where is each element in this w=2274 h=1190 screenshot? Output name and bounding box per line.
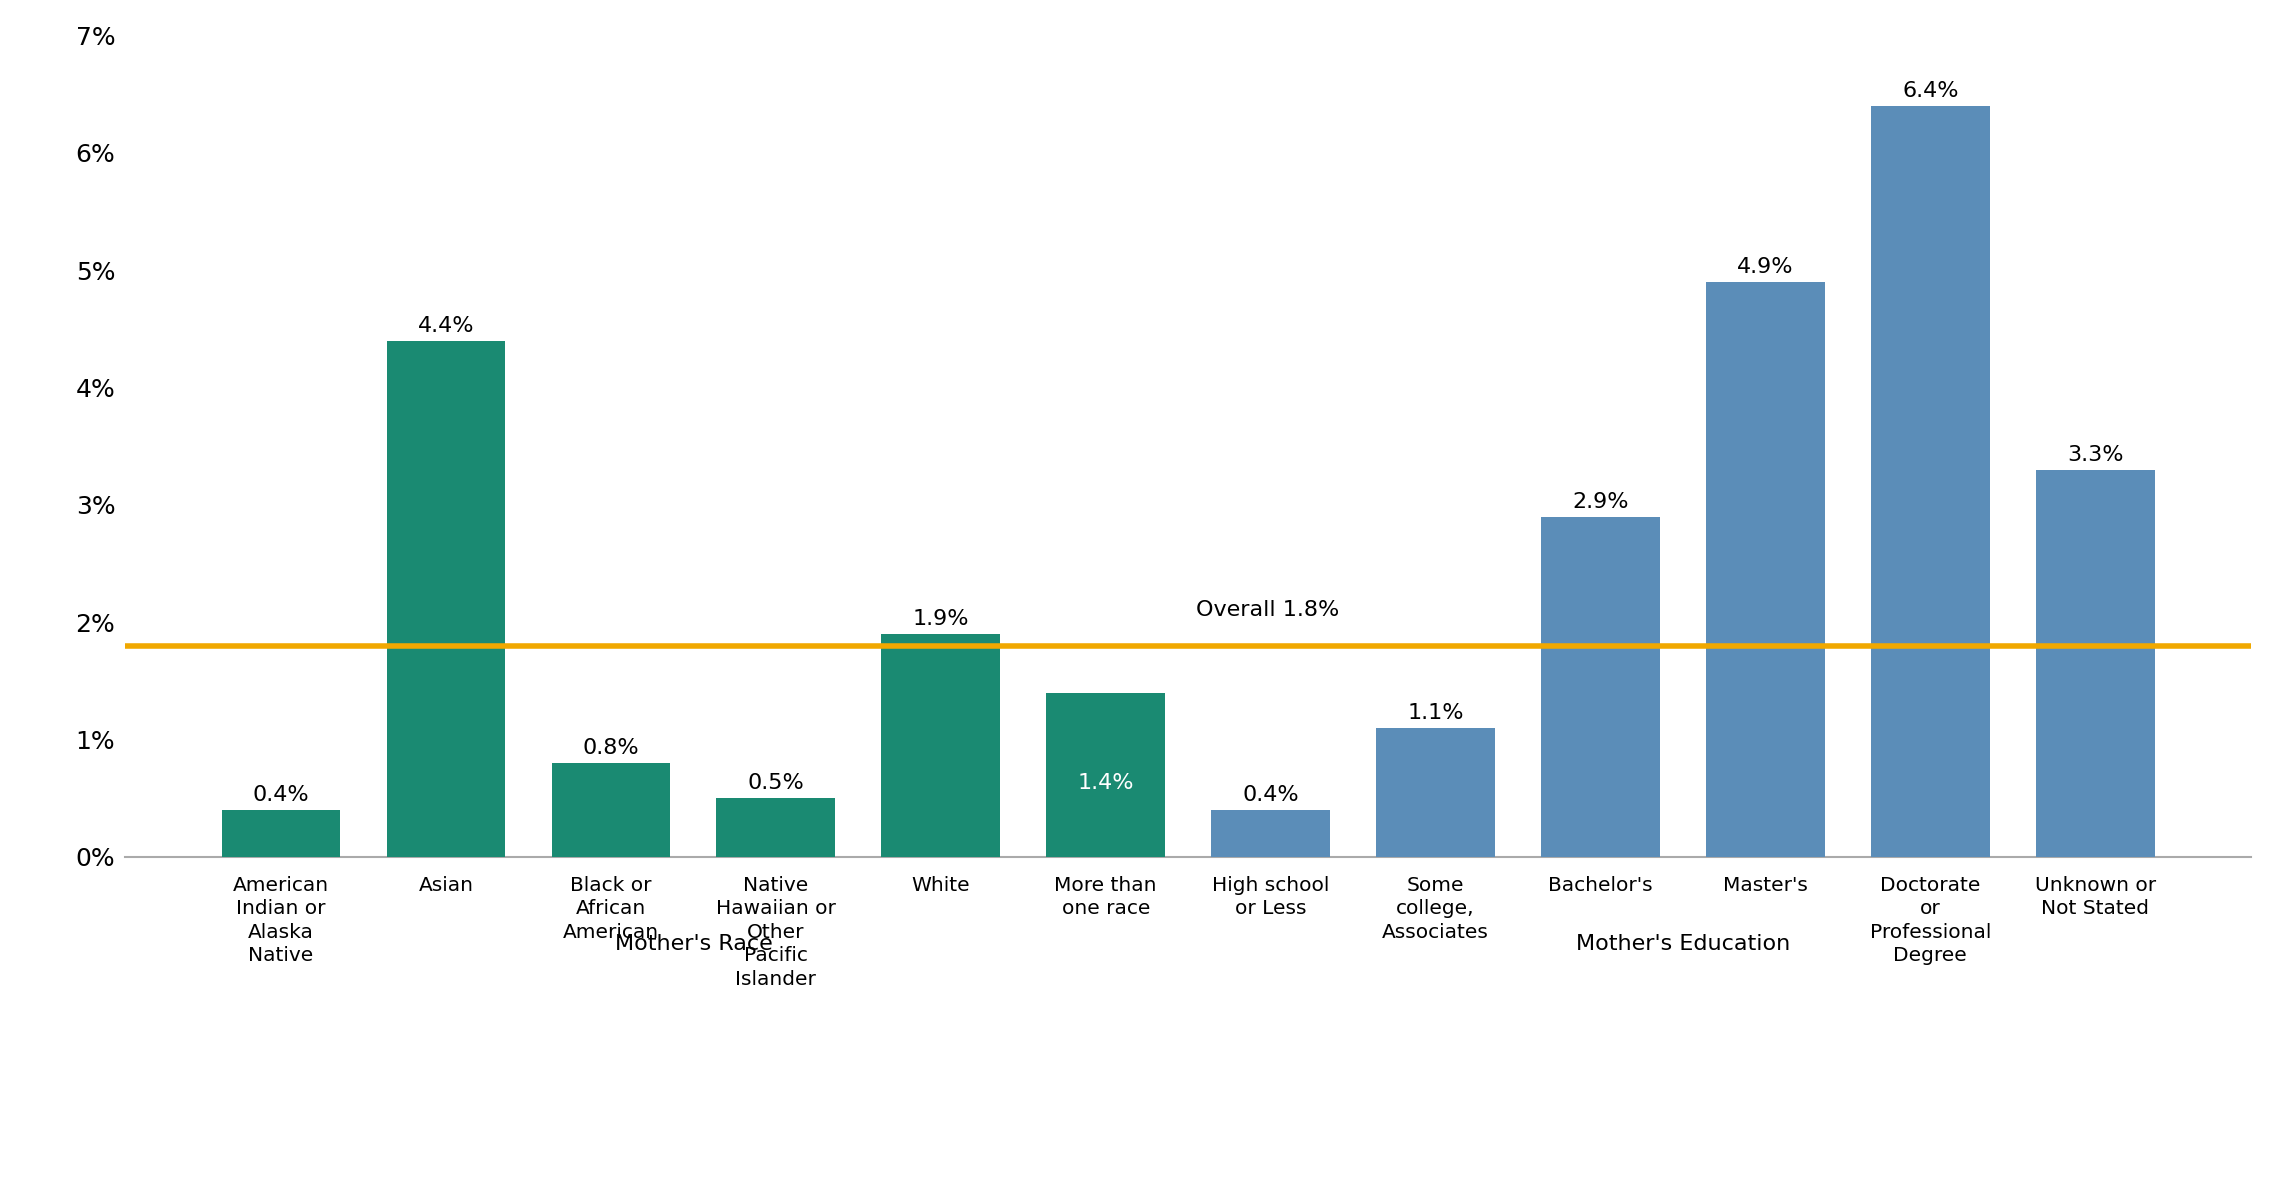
Bar [1376,728,1494,857]
Text: Overall 1.8%: Overall 1.8% [1196,600,1339,620]
Text: 6.4%: 6.4% [1901,81,1958,101]
Text: 4.4%: 4.4% [418,317,475,336]
Bar [1046,693,1164,857]
Bar [1872,106,1990,857]
Bar [882,634,1001,857]
Text: Mother's Education: Mother's Education [1576,934,1790,954]
Text: 3.3%: 3.3% [2067,445,2124,465]
Bar [553,763,671,857]
Text: 0.8%: 0.8% [582,738,639,758]
Bar [2035,470,2153,857]
Bar [1706,282,1824,857]
Text: 1.1%: 1.1% [1408,703,1464,724]
Text: 4.9%: 4.9% [1737,257,1794,277]
Text: 0.5%: 0.5% [748,774,805,794]
Bar [716,798,835,857]
Bar [387,340,505,857]
Text: 0.4%: 0.4% [252,785,309,806]
Bar [1212,810,1330,857]
Bar [1542,516,1660,857]
Text: 2.9%: 2.9% [1571,491,1628,512]
Bar [223,810,341,857]
Text: Mother's Race: Mother's Race [614,934,773,954]
Text: 1.4%: 1.4% [1078,772,1135,793]
Text: 0.4%: 0.4% [1242,785,1298,806]
Text: 1.9%: 1.9% [912,609,969,630]
